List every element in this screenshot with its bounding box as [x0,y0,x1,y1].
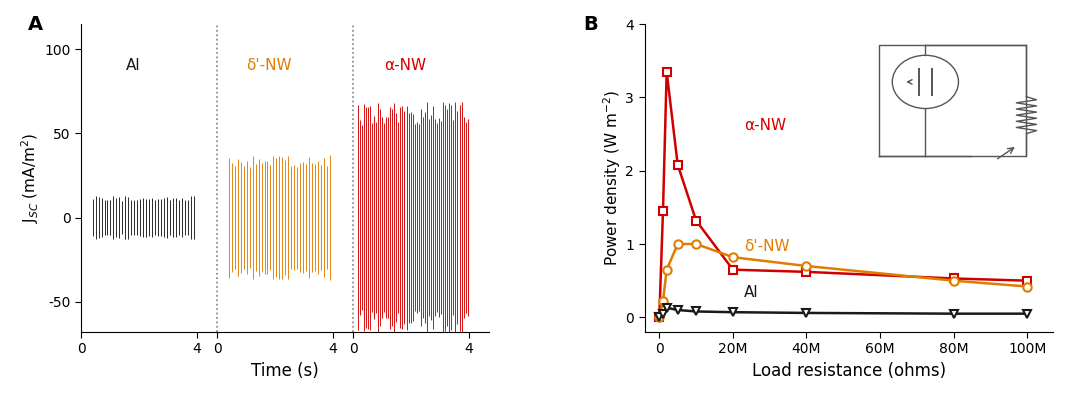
Text: A: A [28,15,43,34]
Text: α-NW: α-NW [744,118,786,133]
Text: δ'-NW: δ'-NW [744,239,789,254]
Y-axis label: Power density (W m$^{-2}$): Power density (W m$^{-2}$) [600,90,622,266]
Text: δ'-NW: δ'-NW [246,58,292,73]
Text: Al: Al [126,58,140,73]
Text: B: B [583,15,598,34]
Text: α-NW: α-NW [384,58,427,73]
X-axis label: Time (s): Time (s) [252,362,319,380]
Text: Al: Al [744,285,758,300]
Y-axis label: J$_{SC}$ (mA/m$^2$): J$_{SC}$ (mA/m$^2$) [19,133,41,223]
X-axis label: Load resistance (ohms): Load resistance (ohms) [752,362,946,380]
